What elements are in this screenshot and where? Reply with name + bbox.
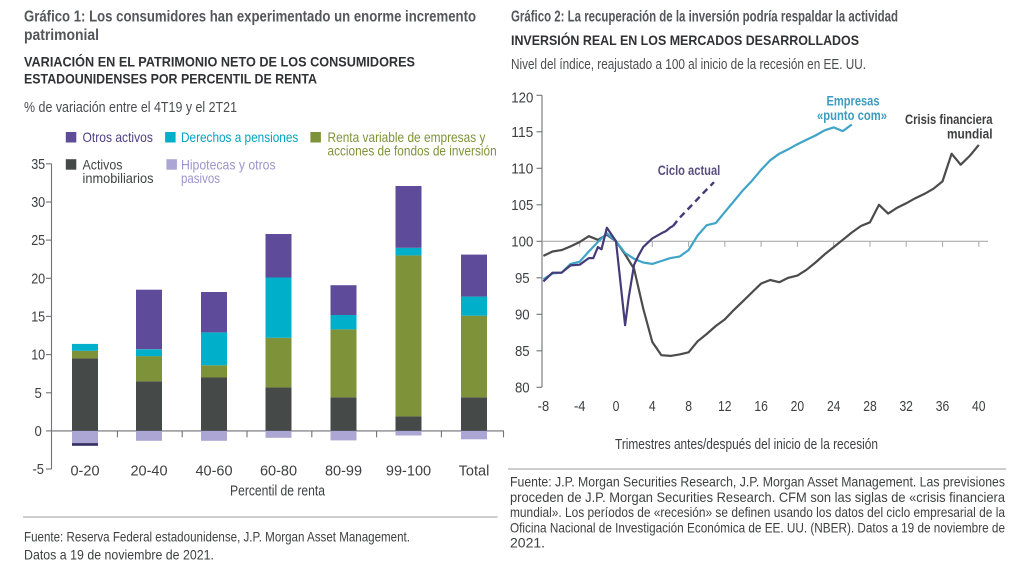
svg-text:80: 80: [515, 380, 530, 396]
svg-text:25: 25: [31, 233, 45, 249]
svg-text:Ciclo actual: Ciclo actual: [658, 162, 721, 178]
svg-text:Gráfico 1: Los consumidores ha: Gráfico 1: Los consumidores han experime…: [24, 9, 476, 26]
svg-text:patrimonial: patrimonial: [24, 27, 99, 44]
svg-text:Crisis financiera: Crisis financiera: [905, 111, 993, 127]
svg-text:24: 24: [827, 399, 841, 415]
svg-text:90: 90: [515, 307, 530, 323]
svg-text:Fuente: Reserva Federal estado: Fuente: Reserva Federal estadounidense, …: [24, 529, 410, 545]
svg-text:28: 28: [863, 399, 877, 415]
svg-text:15: 15: [31, 309, 45, 325]
svg-text:Activos: Activos: [83, 156, 123, 172]
svg-text:0: 0: [613, 399, 620, 415]
svg-text:32: 32: [899, 399, 913, 415]
svg-text:4: 4: [649, 399, 656, 415]
svg-text:16: 16: [754, 399, 768, 415]
svg-text:30: 30: [31, 195, 45, 211]
svg-text:Renta variable de empresas y: Renta variable de empresas y: [328, 129, 486, 145]
svg-text:mundial». Los períodos de «rec: mundial». Los períodos de «recesión» se …: [510, 504, 1005, 520]
svg-text:Percentil de renta: Percentil de renta: [230, 484, 326, 500]
svg-text:105: 105: [511, 198, 533, 214]
svg-text:mundial: mundial: [947, 126, 993, 142]
svg-text:99-100: 99-100: [386, 464, 431, 480]
svg-text:100: 100: [511, 234, 533, 250]
svg-text:36: 36: [936, 399, 950, 415]
svg-text:Trimestres antes/después del i: Trimestres antes/después del inicio de l…: [615, 437, 878, 453]
svg-text:acciones de fondos de inversió: acciones de fondos de inversión: [328, 142, 497, 158]
svg-text:12: 12: [718, 399, 732, 415]
svg-text:115: 115: [511, 125, 533, 141]
svg-text:0-20: 0-20: [70, 464, 99, 480]
svg-text:20-40: 20-40: [130, 464, 167, 480]
svg-text:proceden de J.P. Morgan Securi: proceden de J.P. Morgan Securities Resea…: [510, 489, 1005, 505]
svg-text:20: 20: [791, 399, 805, 415]
svg-text:35: 35: [31, 157, 45, 173]
svg-text:-4: -4: [574, 399, 586, 415]
svg-text:85: 85: [515, 344, 530, 360]
svg-text:20: 20: [31, 271, 45, 287]
svg-text:Oficina Nacional de Investigac: Oficina Nacional de Investigación Económ…: [510, 519, 1005, 535]
svg-text:2021.: 2021.: [510, 535, 545, 551]
svg-text:-8: -8: [538, 399, 550, 415]
svg-text:INVERSIÓN REAL EN LOS MERCADOS: INVERSIÓN REAL EN LOS MERCADOS DESARROLL…: [511, 31, 859, 48]
svg-text:0: 0: [35, 424, 42, 440]
svg-text:Empresas: Empresas: [827, 93, 880, 109]
svg-text:Nivel del índice, reajustado a: Nivel del índice, reajustado a 100 al in…: [511, 57, 866, 73]
svg-text:-5: -5: [32, 462, 44, 478]
svg-text:VARIACIÓN EN EL PATRIMONIO NET: VARIACIÓN EN EL PATRIMONIO NETO DE LOS C…: [24, 52, 415, 69]
svg-text:Hipotecas y otros: Hipotecas y otros: [181, 156, 276, 172]
svg-text:% de variación entre el 4T19 y: % de variación entre el 4T19 y el 2T21: [24, 100, 237, 116]
svg-text:Derechos a pensiones: Derechos a pensiones: [181, 129, 298, 145]
svg-text:110: 110: [511, 161, 533, 177]
svg-text:«punto com»: «punto com»: [817, 107, 887, 123]
svg-text:Total: Total: [459, 464, 490, 480]
svg-text:Otros activos: Otros activos: [83, 129, 153, 145]
svg-text:40-60: 40-60: [195, 464, 232, 480]
svg-text:40: 40: [972, 399, 986, 415]
svg-text:Fuente: J.P. Morgan Securities: Fuente: J.P. Morgan Securities Research,…: [510, 474, 1005, 490]
svg-text:60-80: 60-80: [260, 464, 297, 480]
svg-text:inmobiliarios: inmobiliarios: [83, 170, 154, 186]
svg-text:10: 10: [31, 348, 45, 364]
svg-text:ESTADOUNIDENSES POR PERCENTIL: ESTADOUNIDENSES POR PERCENTIL DE RENTA: [24, 71, 317, 87]
svg-text:95: 95: [515, 271, 530, 287]
svg-text:Gráfico 2: La recuperación de: Gráfico 2: La recuperación de la inversi…: [511, 9, 898, 26]
svg-text:Datos a 19 de noviembre de 202: Datos a 19 de noviembre de 2021.: [24, 547, 214, 563]
svg-text:120: 120: [511, 90, 533, 106]
svg-text:8: 8: [685, 399, 692, 415]
svg-text:5: 5: [35, 386, 42, 402]
svg-text:80-99: 80-99: [325, 464, 362, 480]
svg-text:pasivos: pasivos: [181, 170, 220, 186]
